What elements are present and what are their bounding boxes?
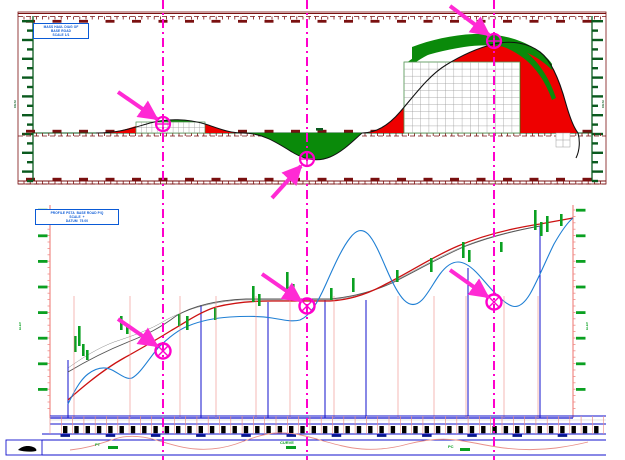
marker-2[interactable] [270, 150, 316, 200]
plan-label-pt: PT [95, 442, 101, 447]
data-band [5, 415, 606, 456]
mass-haul-cut-region-1b [205, 124, 243, 133]
plan-marker-1 [108, 446, 118, 449]
marker-5[interactable] [116, 317, 172, 360]
mass-haul-top-tick-blocks [26, 19, 592, 23]
band-station-blocks [63, 426, 599, 434]
mass-haul-left-axis-label: CU.M [13, 100, 17, 108]
mass-haul-balance-block-3 [403, 61, 521, 134]
marker-3-arrow [448, 4, 491, 37]
mass-haul-right-axis-label: CU.M [601, 100, 605, 108]
profile-left-axis-label: ELEV [18, 322, 22, 330]
marker-5-circle[interactable] [154, 342, 172, 360]
mass-haul-fill-band-3 [404, 34, 556, 100]
marker-4-arrow [260, 272, 303, 303]
marker-5-cross-b [157, 345, 169, 357]
marker-2-circle[interactable] [298, 150, 316, 168]
guide-lines[interactable] [162, 0, 495, 460]
marker-6-arrow [448, 268, 490, 299]
mass-haul-fill-region-2 [243, 133, 362, 160]
marker-4-cross-b [301, 300, 313, 312]
profile-station-verticals [73, 296, 539, 418]
mass-haul-balance-block-4 [555, 132, 571, 148]
profile-left-tick-labels [38, 208, 48, 391]
mass-haul-annot-tick-1 [316, 128, 323, 131]
band-station-verticals [49, 416, 605, 434]
mass-haul-diagram [17, 11, 607, 185]
band-underline-marks [60, 434, 568, 437]
selection-markers[interactable] [116, 4, 503, 360]
marker-4[interactable] [260, 272, 316, 315]
profile-right-axis-label: ELEV [585, 322, 589, 330]
mass-haul-bottom-tick-blocks [26, 177, 592, 181]
marker-6-circle[interactable] [485, 293, 503, 311]
marker-4-circle[interactable] [298, 297, 316, 315]
profile-proposed-grade [67, 217, 574, 401]
plan-label-curve: CURVE [280, 440, 294, 445]
marker-3-circle[interactable] [485, 32, 503, 50]
plan-label-pc: PC [448, 444, 454, 449]
mass-haul-curve-3 [361, 41, 580, 159]
plan-marker-2 [286, 446, 296, 449]
mass-haul-right-ticks [592, 20, 603, 183]
band-cell-grid [49, 416, 606, 424]
profile-title-block: PROFILE PSTA BASE ROAD P/Q SCALE + DATUM… [35, 209, 119, 225]
marker-6[interactable] [448, 268, 503, 311]
marker-1[interactable] [116, 90, 172, 133]
mass-haul-cut-region-1a [96, 126, 136, 133]
marker-1-arrow [116, 90, 159, 121]
mass-haul-title-block: MASS HAUL DIAG OF BASE ROAD SCALE 1/1 [33, 23, 89, 39]
profile-right-ticks [573, 209, 576, 409]
marker-6-cross-b [488, 296, 500, 308]
mass-haul-left-ticks [22, 20, 33, 183]
plan-marker-3 [460, 448, 470, 451]
mass-haul-frame [17, 11, 607, 185]
marker-2-arrow [270, 164, 303, 200]
mass-haul-curve-1 [95, 119, 244, 134]
marker-1-circle[interactable] [154, 115, 172, 133]
mass-haul-top-ticks [23, 16, 601, 20]
plan-alignment-curve [69, 432, 589, 451]
profile-right-tick-labels [576, 208, 586, 391]
plan-legend-symbol-icon [18, 446, 37, 452]
marker-5-arrow [116, 317, 159, 348]
profile-existing-ground [67, 217, 574, 405]
marker-3[interactable] [448, 4, 503, 50]
mass-haul-bottom-ticks [23, 181, 601, 184]
